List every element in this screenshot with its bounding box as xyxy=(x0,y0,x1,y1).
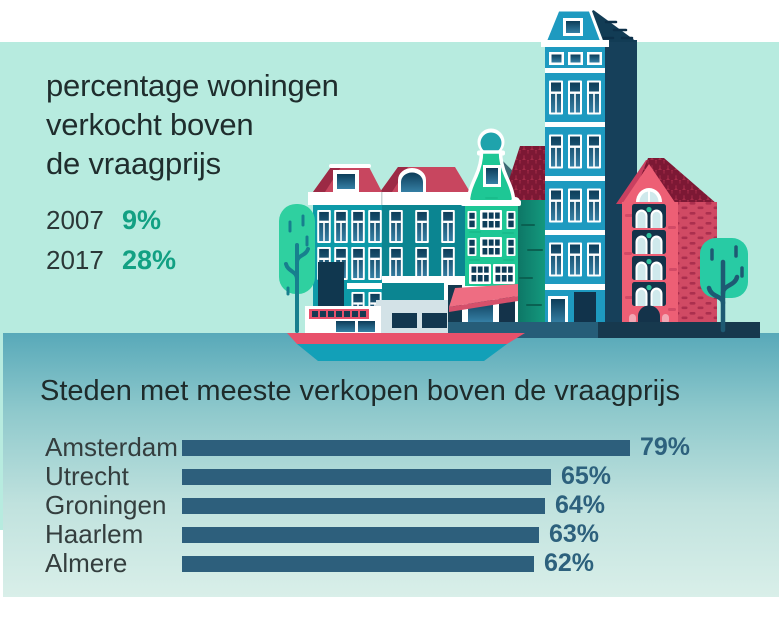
bar-category-label: Groningen xyxy=(45,490,167,520)
bar-row: Amsterdam 79% xyxy=(45,432,755,462)
stat-value: 28% xyxy=(122,244,177,275)
chart-title: Steden met meeste verkopen boven de vraa… xyxy=(40,375,680,407)
bar-category-label: Almere xyxy=(45,548,128,578)
bar-value-label: 62% xyxy=(544,549,595,577)
bar-category-label: Haarlem xyxy=(45,519,144,549)
bar-row: Haarlem 63% xyxy=(45,519,755,549)
pink-brick-house xyxy=(616,158,717,324)
bar-value-label: 65% xyxy=(561,462,612,490)
tree-icon xyxy=(279,204,315,333)
bar xyxy=(182,439,630,456)
stat-row: 2007 9% xyxy=(46,200,176,240)
stat-value: 9% xyxy=(122,204,162,235)
bar-track: 79% xyxy=(182,433,755,462)
bar-row: Utrecht 65% xyxy=(45,461,755,491)
tree-icon xyxy=(700,238,748,333)
bar-track: 64% xyxy=(182,491,755,520)
stat-year: 2007 xyxy=(46,204,104,235)
bar-category-label: Utrecht xyxy=(45,461,129,491)
bar-value-label: 79% xyxy=(640,433,691,461)
bar xyxy=(182,555,534,572)
bar-chart: Amsterdam 79% Utrecht 65% Groningen 64% … xyxy=(45,432,755,578)
bar-track: 62% xyxy=(182,549,755,578)
canal-boat xyxy=(287,300,525,361)
attic-windows xyxy=(549,52,602,65)
page-title: percentage woningen verkocht boven de vr… xyxy=(46,68,339,181)
bar xyxy=(182,526,539,543)
cities-panel xyxy=(3,333,779,597)
bar xyxy=(182,497,545,514)
bar xyxy=(182,468,551,485)
stat-year: 2017 xyxy=(46,244,104,275)
bar-category-label: Amsterdam xyxy=(45,432,178,462)
bar-row: Almere 62% xyxy=(45,548,755,578)
bar-value-label: 64% xyxy=(555,491,606,519)
awning xyxy=(449,284,518,312)
bar-track: 63% xyxy=(182,520,755,549)
year-stats: 2007 9% 2017 28% xyxy=(46,200,176,280)
bar-row: Groningen 64% xyxy=(45,490,755,520)
bar-value-label: 63% xyxy=(549,520,600,548)
stat-row: 2017 28% xyxy=(46,240,176,280)
bar-track: 65% xyxy=(182,462,755,491)
